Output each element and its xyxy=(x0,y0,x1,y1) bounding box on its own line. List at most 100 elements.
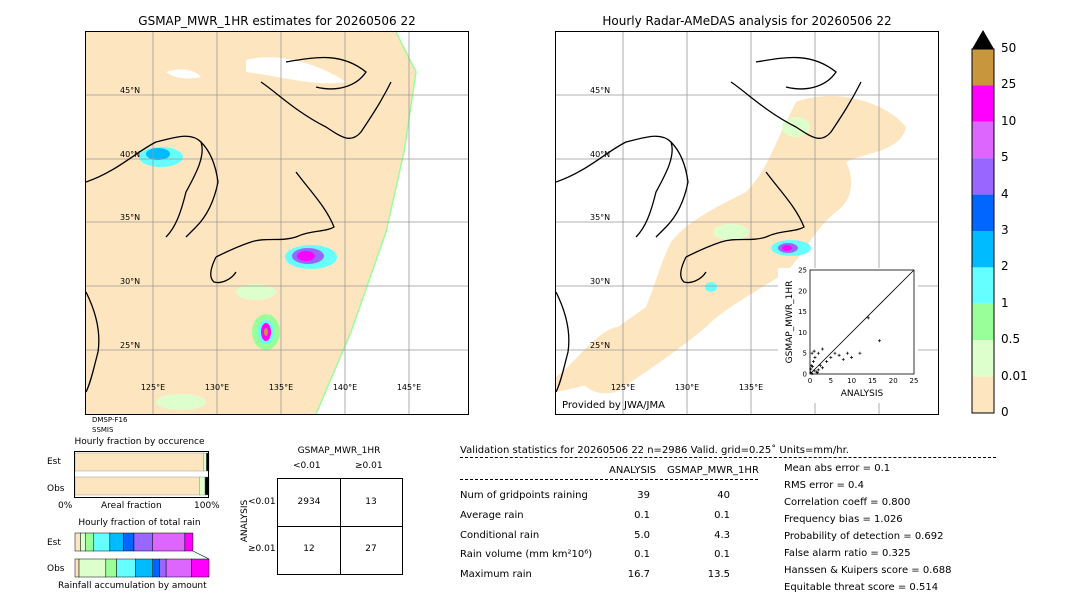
total-rain-bar xyxy=(74,532,81,552)
areal-fraction-label: Areal fraction xyxy=(101,501,162,511)
scatter-x-tick: 20 xyxy=(889,377,898,385)
colorbar-tick-label: 2 xyxy=(1001,259,1009,274)
score-line: Probability of detection = 0.692 xyxy=(784,531,944,542)
colorbar-tick-label: 4 xyxy=(1001,186,1009,201)
lat-label: 25°N xyxy=(120,341,140,350)
scatter-point xyxy=(810,351,814,355)
total-rain-bar xyxy=(122,532,135,552)
provided-by-label: Provided by JWA/JMA xyxy=(562,400,665,411)
contingency-cell: 13 xyxy=(365,497,377,507)
lat-label: 25°N xyxy=(590,341,610,350)
colorbar-segment xyxy=(972,158,994,195)
radar-coverage xyxy=(580,96,906,394)
est-label: Est xyxy=(47,457,61,467)
colorbar-tick-label: 0 xyxy=(1001,405,1009,419)
occurrence-chart xyxy=(74,451,210,498)
stat-label: Average rain xyxy=(460,510,524,521)
scatter-point xyxy=(813,355,817,359)
colorbar-tick-label: 1 xyxy=(1001,295,1009,310)
rainfall-accum-label: Rainfall accumulation by amount xyxy=(58,581,207,591)
coastline xyxy=(556,56,862,393)
scatter-point xyxy=(837,353,841,357)
stat-label: Rain volume (mm km²10⁶) xyxy=(460,549,593,560)
col-analysis: ANALYSIS xyxy=(609,465,657,476)
axis-0pct: 0% xyxy=(58,501,73,511)
stat-label: Maximum rain xyxy=(460,569,532,580)
left-map-panel: 45°N 40°N 35°N 30°N 25°N 125°E 130°E 135… xyxy=(85,31,469,415)
scatter-x-tick: 0 xyxy=(808,377,812,385)
total-rain-bar xyxy=(85,532,95,552)
scatter-point xyxy=(877,339,881,343)
radar-coverage xyxy=(556,327,635,392)
right-map-title: Hourly Radar-AMeDAS analysis for 2026050… xyxy=(602,14,892,28)
lon-label: 125°E xyxy=(141,383,165,392)
scatter-y-tick: 25 xyxy=(798,267,807,275)
scatter-x-tick: 15 xyxy=(868,377,877,385)
scatter-y-tick: 10 xyxy=(798,329,807,337)
total-rain-bar xyxy=(165,558,192,578)
scatter-point xyxy=(833,351,837,355)
lat-labels: 45°N 40°N 35°N 30°N 25°N xyxy=(120,86,140,350)
stat-label: Conditional rain xyxy=(460,530,540,541)
total-rain-bar xyxy=(152,532,186,552)
scatter-y-tick: 0 xyxy=(803,371,807,379)
contingency-cell: 12 xyxy=(303,544,315,554)
lat-label: 45°N xyxy=(120,86,140,95)
lon-label: 140°E xyxy=(333,383,357,392)
lat-label: 40°N xyxy=(120,150,140,159)
total-rain-bar xyxy=(105,558,117,578)
stat-analysis: 39 xyxy=(637,490,650,501)
total-rain-connector xyxy=(192,550,210,560)
rain-cell xyxy=(705,282,717,292)
scatter-x-tick: 5 xyxy=(829,377,833,385)
lat-label: 35°N xyxy=(120,213,140,222)
total-rain-bar xyxy=(159,558,167,578)
total-rain-bar xyxy=(78,558,107,578)
colorbar-tick-label: 3 xyxy=(1001,223,1009,237)
colorbar-over-arrow xyxy=(972,30,994,49)
axis-100pct: 100% xyxy=(194,501,220,511)
colorbar-frame xyxy=(971,48,995,414)
total-rain-chart xyxy=(74,532,210,578)
scatter-x-tick: 25 xyxy=(910,377,919,385)
scatter-point xyxy=(850,355,854,359)
rain-cell xyxy=(264,328,268,336)
colorbar-tick-label: 0.5 xyxy=(1001,332,1021,347)
scatter-ylabel: GSMAP_MWR_1HR xyxy=(785,281,795,364)
occurrence-title: Hourly fraction by occurence xyxy=(74,437,205,447)
gsmap-swath xyxy=(86,32,416,414)
scatter-point xyxy=(829,355,833,359)
obs-label: Obs xyxy=(47,484,65,494)
stat-analysis: 16.7 xyxy=(627,569,650,580)
lat-label: 35°N xyxy=(590,213,610,222)
swath-gap xyxy=(166,69,201,79)
scatter-point xyxy=(810,372,814,376)
score-line: Mean abs error = 0.1 xyxy=(784,463,891,474)
scatter-point xyxy=(815,371,819,375)
score-line: RMS error = 0.4 xyxy=(784,480,864,491)
contingency-col-label: <0.01 xyxy=(293,461,321,471)
validation-divider xyxy=(460,479,758,480)
stat-gsmap: 0.1 xyxy=(714,510,730,521)
total-rain-bar xyxy=(152,558,160,578)
table-divider xyxy=(278,526,402,527)
total-rain-bar xyxy=(191,558,210,578)
colorbar-segment xyxy=(972,121,994,159)
scatter-point xyxy=(812,349,816,353)
scatter-point xyxy=(811,360,815,364)
scatter-y-tick: 15 xyxy=(798,308,807,316)
colorbar-tick-label: 25 xyxy=(1001,77,1017,92)
total-rain-bar xyxy=(109,532,124,552)
scatter-plot: 00 5 5 10 10 15 15 20 20 25 25 ANALYSIS GSMAP_MWR_1H… xyxy=(785,267,919,400)
occurrence-bar xyxy=(74,452,204,472)
lat-label: 30°N xyxy=(590,277,610,286)
lat-label: 45°N xyxy=(590,86,610,95)
scatter-point xyxy=(816,368,820,372)
rain-cell xyxy=(713,224,749,240)
scatter-diagonal xyxy=(809,269,915,375)
colorbar-tick-label: 5 xyxy=(1001,150,1009,165)
colorbar-segment xyxy=(972,267,994,304)
coastline xyxy=(86,56,392,393)
stat-label: Num of gridpoints raining xyxy=(460,490,588,501)
scatter-point xyxy=(845,351,849,355)
